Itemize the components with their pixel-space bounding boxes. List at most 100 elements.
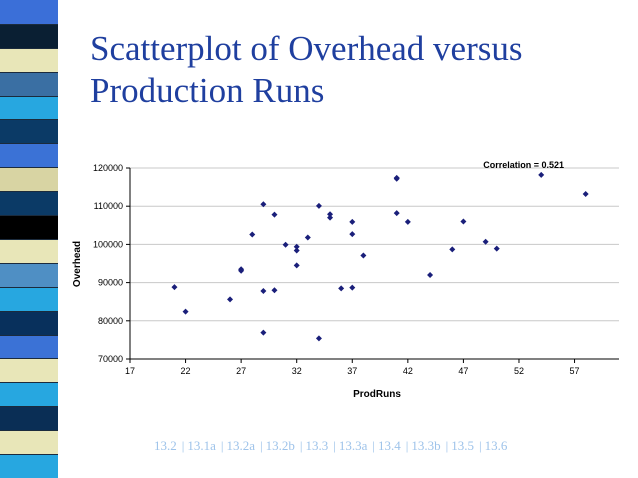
nav-link[interactable]: 13.4 — [378, 438, 401, 453]
stripe-segment — [0, 334, 58, 360]
stripe-segment — [0, 23, 58, 49]
data-points — [171, 171, 589, 342]
data-point — [293, 243, 300, 250]
nav-separator: | — [260, 438, 263, 453]
stripe-segment — [0, 262, 58, 288]
stripe-segment — [0, 71, 58, 97]
stripe-segment — [0, 191, 58, 217]
data-point — [327, 211, 334, 218]
nav-separator: | — [372, 438, 375, 453]
nav-separator: | — [181, 438, 185, 453]
nav-separator: | — [220, 438, 224, 453]
stripe-segment — [0, 143, 58, 169]
x-tick-label: 32 — [292, 366, 302, 376]
data-point — [493, 245, 500, 252]
data-point — [360, 252, 367, 259]
data-point — [449, 246, 456, 253]
stripe-segment — [0, 382, 58, 408]
data-point — [327, 214, 334, 221]
data-point — [293, 247, 300, 254]
stripe-segment — [0, 310, 58, 336]
nav-link[interactable]: 13.3b — [411, 438, 441, 453]
axes — [126, 167, 619, 363]
data-point — [260, 201, 267, 208]
x-tick-label: 17 — [125, 366, 135, 376]
data-point — [227, 296, 234, 303]
x-tick-label: 37 — [347, 366, 357, 376]
correlation-annotation: Correlation = 0.521 — [483, 160, 564, 170]
nav-link[interactable]: 13.6 — [484, 438, 508, 453]
stripe-segment — [0, 95, 58, 121]
nav-link[interactable]: 13.2b — [265, 438, 295, 453]
nav-link[interactable]: 13.5 — [451, 438, 474, 453]
data-point — [315, 202, 322, 209]
stripe-segment — [0, 286, 58, 312]
y-tick-label: 120000 — [93, 163, 123, 173]
stripe-segment — [0, 358, 58, 384]
x-tick-label: 27 — [236, 366, 246, 376]
data-point — [260, 329, 267, 336]
stripe-segment — [0, 406, 58, 432]
stripe-segment — [0, 430, 58, 456]
gridlines — [130, 167, 619, 322]
y-tick-label: 70000 — [98, 354, 123, 364]
nav-link[interactable]: 13.2a — [226, 438, 256, 453]
x-tick-label: 22 — [181, 366, 191, 376]
nav-separator: | — [299, 438, 303, 453]
data-point — [171, 284, 178, 291]
stripe-segment — [0, 167, 58, 193]
stripe-segment — [0, 119, 58, 145]
stripe-segment — [0, 215, 58, 240]
x-tick-label: 42 — [403, 366, 413, 376]
x-tick-label: 52 — [514, 366, 524, 376]
data-point — [427, 271, 434, 278]
data-point — [349, 284, 356, 291]
y-tick-label: 90000 — [98, 278, 123, 288]
data-point — [293, 262, 300, 269]
x-tick-label: 57 — [570, 366, 580, 376]
nav-link[interactable]: 13.1a — [187, 438, 216, 453]
nav-link[interactable]: 13.3 — [305, 438, 329, 453]
stripe-segment — [0, 239, 58, 264]
data-point — [349, 218, 356, 225]
y-tick-labels: 70000 80000 90000 100000 110000 120000 — [93, 163, 123, 364]
nav-separator: | — [445, 438, 449, 453]
nav-link[interactable]: 13.3a — [338, 438, 368, 453]
stripe-segment — [0, 47, 58, 73]
x-axis-label: ProdRuns — [353, 389, 401, 400]
data-point — [338, 285, 345, 292]
nav-separator: | — [333, 438, 336, 453]
y-tick-label: 110000 — [94, 201, 123, 211]
data-point — [349, 231, 356, 238]
data-point — [482, 238, 489, 245]
data-point — [460, 218, 467, 225]
data-point — [393, 210, 400, 217]
scatter-chart: 70000 80000 90000 100000 110000 120000 17 22 27… — [72, 160, 619, 400]
nav-link[interactable]: 13.2 — [154, 438, 177, 453]
data-point — [538, 171, 545, 178]
nav-separator: | — [478, 438, 482, 453]
scatter-chart-container: 70000 80000 90000 100000 110000 120000 17 22 27… — [67, 152, 625, 404]
nav-separator: | — [405, 438, 409, 453]
data-point — [315, 335, 322, 342]
stripe-segment — [0, 454, 58, 478]
decorative-stripe — [0, 0, 58, 478]
stripe-segment — [0, 0, 58, 25]
data-point — [404, 218, 411, 225]
data-point — [271, 211, 278, 218]
data-point — [182, 308, 189, 315]
slide-navigation: 13.2 | 13.1a | 13.2a | 13.2b | 13.3 | 13.3a | 13.4 | 1… — [154, 438, 614, 454]
slide-title: Scatterplot of Overhead versus Productio… — [90, 29, 523, 110]
data-point — [393, 174, 400, 181]
data-point — [271, 287, 278, 294]
x-tick-label: 47 — [458, 366, 468, 376]
data-point — [582, 190, 589, 197]
data-point — [238, 267, 245, 274]
y-tick-label: 100000 — [93, 239, 123, 249]
data-point — [282, 241, 289, 248]
data-point — [304, 234, 311, 241]
data-point — [260, 288, 267, 295]
data-point — [249, 231, 256, 238]
y-axis-label: Overhead — [72, 241, 83, 287]
y-tick-label: 80000 — [98, 316, 123, 326]
